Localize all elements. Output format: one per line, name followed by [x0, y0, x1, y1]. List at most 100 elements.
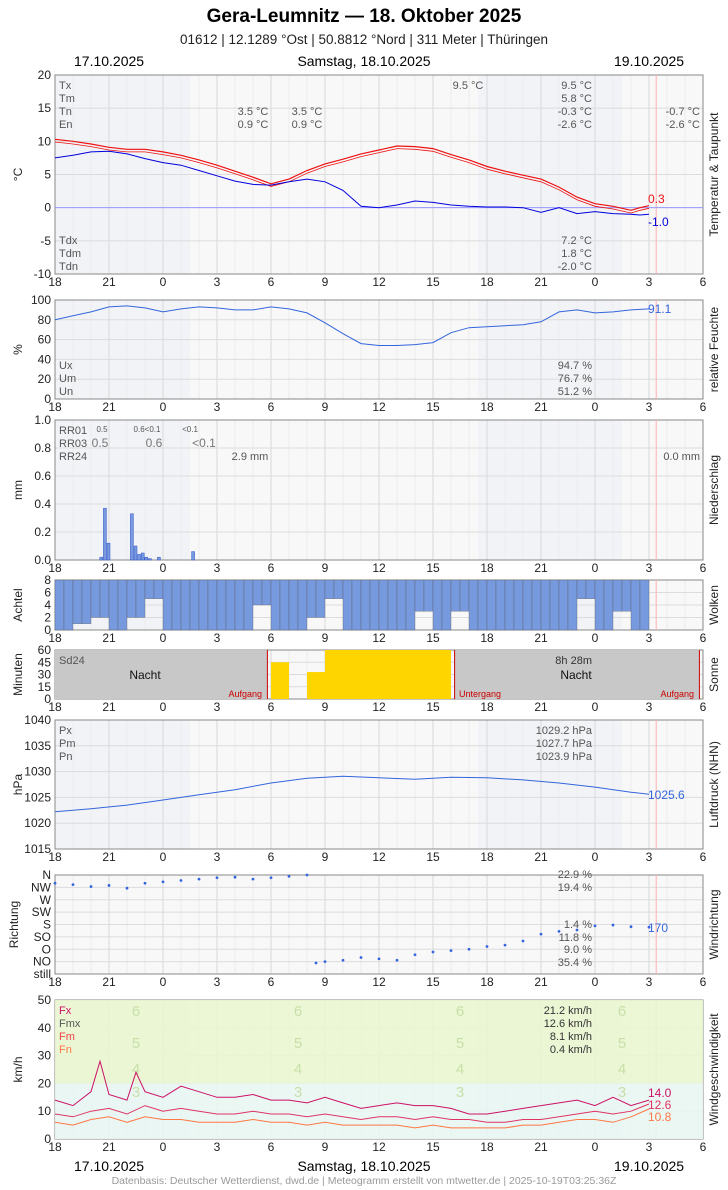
wind-direction-point: [287, 874, 291, 878]
wind-direction-point: [161, 880, 165, 884]
wind_speed-x-tick: 3: [646, 1140, 653, 1154]
pressure-stat-label: Px: [59, 725, 72, 737]
temperature-x-tick: 18: [48, 275, 62, 289]
wind-direction-side-label: Windrichtung: [707, 889, 721, 959]
beaufort-label: 6: [294, 1003, 302, 1020]
cloud-bar: [495, 579, 506, 631]
wind-direction-y-tick: W: [40, 893, 52, 907]
wind-direction-point: [314, 961, 318, 965]
temp-stat-day2: 9.5 °C: [561, 80, 592, 92]
beaufort-label: 3: [294, 1084, 302, 1101]
date-left-bottom: 17.10.2025: [74, 1158, 145, 1174]
cloud-bar: [432, 579, 443, 631]
cloud-bar: [90, 579, 101, 618]
wind-direction-point: [557, 929, 561, 933]
cloud-bar: [558, 579, 569, 631]
wind_speed-x-tick: 6: [268, 1140, 275, 1154]
wind-direction-point: [233, 875, 237, 879]
wind-speed-stat-value: 0.4 km/h: [550, 1044, 592, 1056]
beaufort-label: 5: [132, 1035, 140, 1052]
precipitation-y-tick: 0.2: [34, 525, 51, 539]
wind-direction-x-tick: 0: [160, 975, 167, 989]
precip-bar: [157, 556, 161, 561]
pressure-y-tick: 1035: [24, 739, 51, 753]
humidity-line: [54, 305, 650, 346]
clouds-y-tick: 0: [44, 623, 51, 637]
rr01-note: 0.6<0.1: [134, 425, 161, 434]
wind-gust-line: [54, 1059, 650, 1115]
clouds-x-tick: 0: [592, 631, 599, 645]
wind-direction-x-tick: 15: [426, 975, 440, 989]
temperature-x-tick: 18: [480, 275, 494, 289]
humidity-stat-label: Ux: [59, 360, 73, 372]
clouds-x-tick: 18: [48, 631, 62, 645]
temperature-y-tick: 0: [44, 201, 51, 215]
precipitation-y-tick: 0.6: [34, 469, 51, 483]
beaufort-label: 4: [294, 1061, 302, 1078]
cloud-bar: [108, 579, 119, 631]
pressure-x-tick: 18: [480, 850, 494, 864]
pressure-x-tick: 0: [592, 850, 599, 864]
cloud-bar: [459, 579, 470, 612]
cloud-bar: [297, 579, 308, 631]
wind_speed-x-tick: 18: [48, 1140, 62, 1154]
cloud-bar: [450, 579, 461, 612]
humidity-night-band: [55, 300, 190, 399]
precipitation-x-tick: 12: [372, 561, 386, 575]
wind-direction-y-tick: O: [42, 942, 51, 956]
wind-direction-x-tick: 21: [102, 975, 116, 989]
temperature-x-tick: 6: [700, 275, 707, 289]
date-left: 17.10.2025: [74, 53, 145, 69]
cloud-bar: [324, 579, 335, 599]
humidity-x-tick: 12: [372, 400, 386, 414]
wind-direction-x-tick: 3: [646, 975, 653, 989]
sunshine-side-label: Sonne: [707, 657, 721, 692]
last-pressure-label: 1025.6: [648, 788, 685, 802]
sunshine-x-tick: 21: [102, 700, 116, 714]
temperature-x-tick: 0: [160, 275, 167, 289]
clouds-x-tick: 9: [322, 631, 329, 645]
cloud-bar: [171, 579, 182, 631]
temperature-x-tick: 9: [322, 275, 329, 289]
sunshine-bar: [415, 650, 433, 699]
wind-direction-point: [251, 877, 255, 881]
wind-speed-stat-value: 12.6 km/h: [544, 1018, 592, 1030]
rr01-note: 0.5: [96, 425, 108, 434]
pressure-side-label: Luftdruck (NHN): [707, 741, 721, 828]
beaufort-label: 3: [132, 1084, 140, 1101]
precipitation-y-tick: 0.4: [34, 497, 51, 511]
temperature-y-tick: 5: [44, 168, 51, 182]
precip-bar: [130, 513, 134, 561]
temp-stat-label: Tx: [59, 80, 72, 92]
beaufort-label: 6: [618, 1003, 626, 1020]
wind_speed-x-tick: 15: [426, 1140, 440, 1154]
wind-direction-y-tick: still: [34, 967, 51, 981]
clouds-x-tick: 18: [480, 631, 494, 645]
cloud-bar: [549, 579, 560, 631]
date-right: 19.10.2025: [614, 53, 685, 69]
wind_speed-ylabel: km/h: [11, 1056, 25, 1082]
pressure-night-band: [55, 720, 190, 849]
cloud-bar: [468, 579, 479, 631]
cloud-bar: [351, 579, 362, 631]
wind-direction-x-tick: 18: [480, 975, 494, 989]
cloud-bar: [261, 579, 272, 606]
precipitation-x-tick: 6: [700, 561, 707, 575]
cloud-bar: [639, 579, 650, 631]
humidity-y-tick: 0: [44, 392, 51, 406]
sunshine-x-tick: 0: [592, 700, 599, 714]
sunshine-bar: [343, 650, 361, 699]
wind-direction-point: [143, 881, 147, 885]
humidity-y-tick: 20: [38, 372, 52, 386]
precip-stat-label: RR03: [59, 438, 87, 450]
cloud-bar: [117, 579, 128, 631]
wind-direction-stat: 22.9 %: [558, 869, 592, 881]
precip-stat-label: RR24: [59, 451, 87, 463]
cloud-bar: [585, 579, 596, 599]
temp-stat-day3: -2.6 °C: [666, 119, 700, 131]
precipitation-x-tick: 6: [268, 561, 275, 575]
beaufort-label: 6: [132, 1003, 140, 1020]
cloud-bar: [216, 579, 227, 631]
cloud-bar: [576, 579, 587, 599]
